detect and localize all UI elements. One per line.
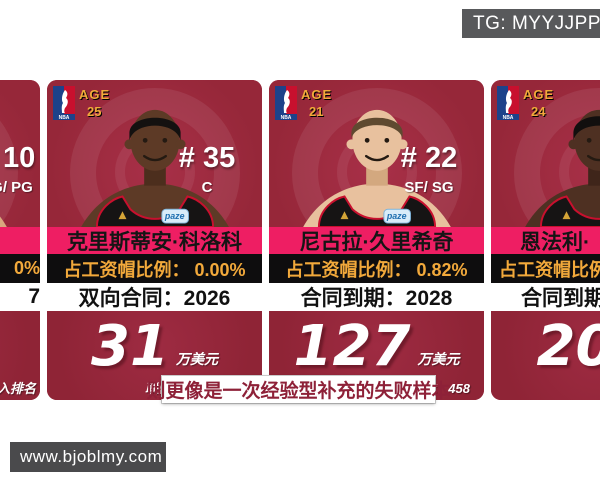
age-label: AGE bbox=[523, 87, 555, 102]
salary-cap-percent: 0% bbox=[0, 254, 40, 283]
age-label: AGE bbox=[301, 87, 333, 102]
player-photo: paze bbox=[0, 217, 7, 227]
jersey-number: # 10 bbox=[0, 142, 36, 174]
player-photo: paze bbox=[80, 109, 229, 227]
player-photo: paze bbox=[524, 109, 600, 227]
player-name bbox=[0, 227, 40, 254]
contract-info: 7 bbox=[0, 283, 40, 311]
age-value: 24 bbox=[531, 104, 546, 119]
contract-info: 合同到期：2028 bbox=[269, 283, 484, 311]
nba-logo-icon: NBA bbox=[275, 86, 297, 120]
jersey-number: # 35 bbox=[178, 142, 236, 174]
website-watermark: www.bjoblmy.com bbox=[10, 442, 166, 472]
contract-info: 双向合同：2026 bbox=[47, 283, 262, 311]
player-photo-area: paze NBA AGE # 10 SG/ PG bbox=[0, 80, 40, 227]
salary-amount: 127 bbox=[293, 314, 411, 379]
subtitle-caption: 则更像是一次经验型补充的失败样本 bbox=[147, 376, 451, 403]
player-position: SF/ SG bbox=[404, 179, 454, 196]
player-card: paze NBA AGE 21 # 22 SF/ SG 尼古拉·久里希奇 占工资… bbox=[269, 80, 484, 400]
player-name: 克里斯蒂安·科洛科 bbox=[47, 227, 262, 254]
svg-text:paze: paze bbox=[163, 211, 184, 221]
player-card: paze NBA AGE # 10 SG/ PG 0% 7 bbox=[0, 80, 40, 400]
salary-section: 计入排名 bbox=[0, 311, 40, 400]
player-photo: paze bbox=[302, 109, 451, 227]
age-value: 25 bbox=[87, 104, 102, 119]
salary-amount: 31 bbox=[91, 314, 169, 379]
nba-logo-icon: NBA bbox=[53, 86, 75, 120]
player-card: paze NBA AGE 25 # 35 C 克里斯蒂安·科洛科 占工资帽比例：… bbox=[47, 80, 262, 400]
salary-section: 204 bbox=[491, 311, 600, 400]
rank-note: 计入排名 bbox=[0, 381, 36, 396]
player-name: 恩法利· bbox=[491, 227, 600, 254]
salary-cap-percent: 占工资帽比例： 0.00% bbox=[47, 254, 262, 283]
salary-cap-percent: 占工资帽比例： 0.82% bbox=[269, 254, 484, 283]
svg-text:NBA: NBA bbox=[503, 115, 514, 120]
player-photo-area: paze NBA AGE 21 # 22 SF/ SG bbox=[269, 80, 484, 227]
player-card: paze NBA AGE 24 恩法利· 占工资帽比例 合同到期： bbox=[491, 80, 600, 400]
telegram-badge: TG: MYYJJPP bbox=[462, 9, 600, 38]
nba-logo-icon: NBA bbox=[497, 86, 519, 120]
player-photo-area: paze NBA AGE 25 # 35 C bbox=[47, 80, 262, 227]
age-label: AGE bbox=[79, 87, 111, 102]
player-name: 尼古拉·久里希奇 bbox=[269, 227, 484, 254]
jersey-number: # 22 bbox=[400, 142, 458, 174]
salary-unit: 万美元 bbox=[175, 350, 218, 367]
rank-note: ： 458 bbox=[431, 381, 470, 396]
salary-unit: 万美元 bbox=[417, 350, 460, 367]
player-position: C bbox=[201, 179, 213, 196]
contract-info: 合同到期： bbox=[491, 283, 600, 311]
player-position: SG/ PG bbox=[0, 179, 33, 196]
svg-text:NBA: NBA bbox=[59, 115, 70, 120]
svg-text:paze: paze bbox=[385, 211, 406, 221]
svg-text:NBA: NBA bbox=[281, 115, 292, 120]
salary-cap-percent: 占工资帽比例 bbox=[491, 254, 600, 283]
age-value: 21 bbox=[309, 104, 324, 119]
player-photo-area: paze NBA AGE 24 bbox=[491, 80, 600, 227]
salary-amount: 204 bbox=[536, 314, 600, 379]
